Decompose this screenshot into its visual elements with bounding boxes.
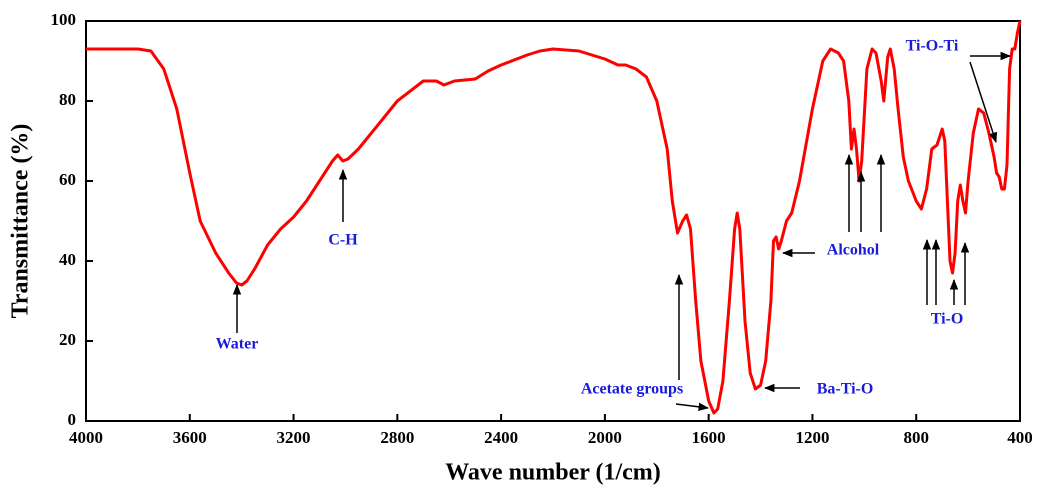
- plot-frame: [85, 20, 1021, 422]
- annotation: C-H: [328, 232, 358, 249]
- x-tick-label: 4000: [69, 428, 103, 447]
- y-tick-label: 40: [59, 250, 76, 269]
- annotation: Ti-O-Ti: [906, 38, 959, 55]
- annotation: Water: [216, 336, 259, 353]
- spectrum-line: [86, 20, 1022, 415]
- y-tick-label: 60: [59, 170, 76, 189]
- x-tick-label: 3600: [173, 428, 207, 447]
- annotation: Ba-Ti-O: [817, 381, 874, 398]
- annotation: Ti-O: [931, 311, 964, 328]
- x-tick-label: 400: [1007, 428, 1033, 447]
- x-tick-label: 3200: [277, 428, 311, 447]
- x-tick-label: 2000: [588, 428, 622, 447]
- x-tick-label: 2400: [484, 428, 518, 447]
- annotation-arrow: [675, 402, 710, 411]
- x-axis-title: Wave number (1/cm): [445, 460, 661, 486]
- x-tick-label: 2800: [380, 428, 414, 447]
- y-tick-label: 100: [51, 10, 77, 29]
- y-tick-label: 0: [68, 410, 77, 429]
- annotation: Acetate groups: [581, 381, 683, 398]
- annotation: Alcohol: [827, 242, 880, 259]
- y-axis-title: Transmittance (%): [8, 124, 34, 319]
- y-tick-label: 20: [59, 330, 76, 349]
- y-tick-label: 80: [59, 90, 76, 109]
- x-tick-label: 1200: [795, 428, 829, 447]
- x-tick-label: 1600: [692, 428, 726, 447]
- annotation-arrow: [969, 61, 998, 143]
- x-tick-label: 800: [903, 428, 929, 447]
